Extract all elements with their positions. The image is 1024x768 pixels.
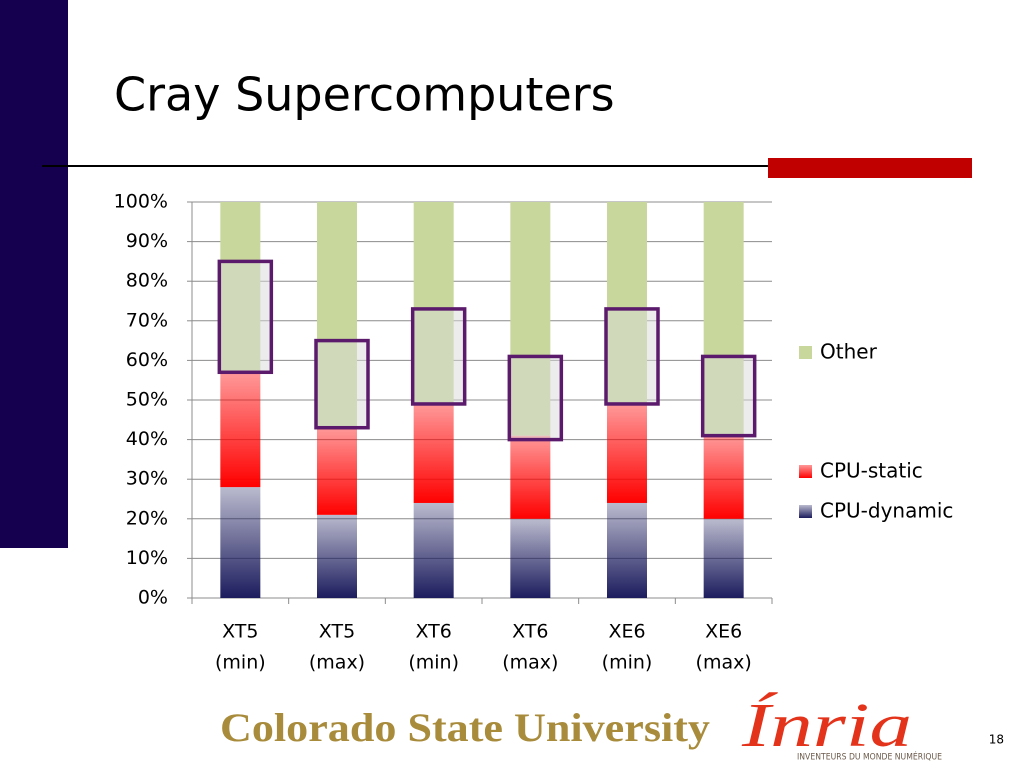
- bar-segment: [607, 403, 647, 503]
- x-tick-label: (min): [408, 652, 459, 674]
- y-tick-label: 70%: [126, 309, 168, 331]
- legend-label: Other: [820, 340, 878, 364]
- bar-segment: [703, 435, 744, 519]
- y-tick-label: 100%: [114, 191, 168, 213]
- chart: 0% 10% 20% 30% 40% 50% 60% 70% 80% 90% 100% XT5 (min…: [114, 191, 954, 674]
- y-tick-label: 30%: [126, 468, 168, 490]
- x-tick-label: XT5: [319, 621, 355, 643]
- bar-segment: [317, 514, 357, 598]
- bar-segment: [703, 518, 744, 598]
- highlight-box: [410, 307, 467, 406]
- accent-bar: [768, 158, 972, 178]
- y-tick-label: 20%: [126, 507, 168, 529]
- y-tick-label: 40%: [126, 428, 168, 450]
- x-tick-label: XT6: [415, 621, 451, 643]
- x-tick-label: (min): [602, 652, 653, 674]
- bar-segment: [317, 427, 357, 515]
- y-tick-label: 10%: [126, 547, 168, 569]
- bar-segment: [220, 487, 261, 598]
- y-tick-label: 80%: [126, 270, 168, 292]
- y-tick-label: 50%: [126, 389, 168, 411]
- x-tick-label: (min): [215, 652, 266, 674]
- inria-logo: Ínria: [741, 692, 912, 760]
- bar-segment: [220, 372, 261, 488]
- slide-title: Cray Supercomputers: [114, 68, 615, 122]
- x-tick-label: XE6: [608, 621, 645, 643]
- x-tick-label: XT5: [222, 621, 258, 643]
- highlight-box: [314, 338, 370, 430]
- x-tick-label: XE6: [705, 621, 742, 643]
- y-tick-label: 60%: [126, 349, 168, 371]
- highlight-box: [217, 259, 274, 375]
- x-tick-label: (max): [696, 652, 752, 674]
- highlight-box: [507, 354, 564, 442]
- bar-segment: [510, 518, 551, 598]
- x-tick-label: (max): [502, 652, 558, 674]
- legend-swatch: [799, 505, 812, 518]
- side-band: [0, 0, 68, 548]
- legend-label: CPU-dynamic: [820, 499, 953, 523]
- legend-swatch: [799, 465, 812, 478]
- legend-label: CPU-static: [820, 459, 923, 483]
- bar-segment: [413, 502, 454, 598]
- page-number: 18: [989, 733, 1004, 747]
- bar-segment: [607, 502, 647, 598]
- bar-segment: [510, 435, 551, 519]
- inria-tagline: INVENTEURS DU MONDE NUMÉRIQUE: [797, 751, 942, 763]
- csu-logo: Colorado State University: [220, 705, 710, 750]
- y-tick-label: 90%: [126, 230, 168, 252]
- x-tick-label: XT6: [512, 621, 548, 643]
- x-tick-label: (max): [309, 652, 365, 674]
- highlight-box: [700, 354, 757, 438]
- legend-swatch: [799, 346, 812, 359]
- bar-segment: [413, 403, 454, 503]
- highlight-box: [604, 307, 660, 406]
- y-tick-label: 0%: [138, 587, 168, 609]
